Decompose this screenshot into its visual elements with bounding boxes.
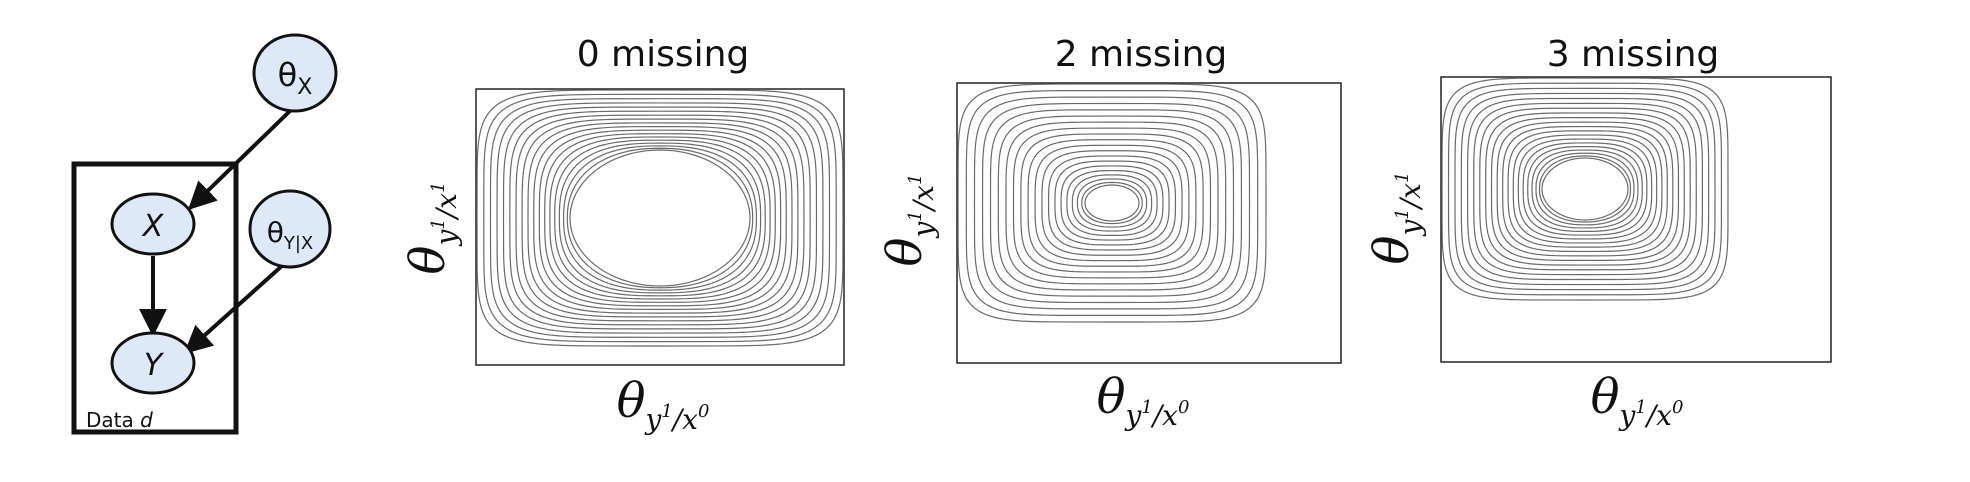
contour-line [527, 122, 793, 314]
contour-line [1454, 87, 1716, 291]
contour-line [502, 106, 818, 330]
contour-line [1535, 152, 1635, 226]
panel-title: 0 missing [577, 34, 750, 75]
x-axis-label: θy1/x0 [1591, 369, 1684, 432]
contour-line [1496, 121, 1674, 257]
contour-line [538, 129, 782, 307]
contour-line [566, 147, 754, 289]
node-theta-x: θX [252, 33, 338, 113]
node-x: X [110, 192, 196, 256]
contour-line [957, 83, 1267, 323]
svg-text:X: X [141, 209, 165, 244]
contour-line [1034, 144, 1190, 262]
plot-frame [956, 82, 1342, 364]
contour-line [1012, 127, 1212, 279]
contour-line [515, 114, 805, 322]
y-axis-label: θy1/x1 [1364, 172, 1427, 265]
contour-line [1027, 139, 1197, 267]
contour-line [1473, 102, 1697, 276]
contour-line [1466, 97, 1704, 281]
contour-line [1522, 142, 1648, 236]
contour-line [1441, 77, 1729, 301]
contour-line [973, 96, 1251, 310]
panel-0-missing: 0 missing θy1/x1 θy1/x0 [400, 34, 845, 436]
contour-line [489, 98, 831, 338]
panel-2-missing: 2 missing θy1/x1 θy1/x0 [877, 34, 1342, 432]
contour-line [1538, 155, 1632, 223]
plate-label: Data d [86, 408, 153, 432]
panel-title: 3 missing [1547, 34, 1720, 75]
contour-lines [1441, 77, 1729, 301]
contour-line [1512, 134, 1658, 244]
contour-line [1490, 116, 1680, 262]
svg-text:Y: Y [144, 348, 165, 383]
edge-thetax-to-x [187, 107, 294, 210]
contour-line [1005, 121, 1219, 285]
contour-lines [476, 89, 844, 347]
contour-line [981, 102, 1243, 304]
contour-line [1076, 178, 1148, 228]
y-axis-label: θy1/x1 [877, 174, 940, 267]
contour-line [496, 102, 824, 334]
node-y: Y [110, 331, 196, 395]
contour-line [544, 133, 776, 303]
contour-line [1541, 157, 1629, 221]
node-theta-y-given-x: θY|X [248, 189, 332, 269]
contour-line [1054, 160, 1170, 246]
contour-line [483, 93, 837, 343]
x-axis-label: θy1/x0 [1097, 369, 1190, 432]
contour-line [1502, 125, 1668, 253]
contour-line [989, 109, 1235, 297]
contour-line [1507, 130, 1663, 248]
svg-text:θX: θX [278, 56, 313, 100]
contour-line [533, 126, 787, 310]
contour-line [554, 139, 766, 297]
x-axis-label: θy1/x0 [617, 373, 710, 436]
contour-line [1531, 149, 1639, 229]
contour-line [1447, 82, 1723, 296]
contour-line [1081, 181, 1143, 225]
plot-frame [475, 88, 845, 366]
contour-line [476, 89, 844, 347]
contour-line [558, 142, 762, 294]
contour-line [1527, 145, 1643, 233]
contour-line [1066, 169, 1158, 237]
edge-thetayx-to-y [183, 254, 295, 354]
contour-line [1084, 184, 1140, 222]
contour-line [509, 110, 811, 326]
data-plate [71, 161, 239, 435]
contour-line [521, 118, 799, 318]
contour-line [1020, 133, 1204, 273]
contour-line [569, 149, 751, 287]
contour-line [549, 136, 771, 300]
contour-line [562, 145, 758, 291]
contour-line [965, 89, 1259, 317]
plot-frame [1440, 76, 1832, 363]
contour-line [1060, 165, 1164, 241]
contour-line [1485, 112, 1685, 266]
panel-title: 2 missing [1055, 34, 1228, 75]
contour-line [1047, 155, 1177, 251]
svg-text:θY|X: θY|X [267, 216, 314, 254]
contour-line [1479, 107, 1691, 271]
contour-lines [957, 83, 1267, 323]
contour-line [1071, 174, 1153, 232]
contour-line [1517, 138, 1653, 240]
contour-line [1460, 92, 1710, 286]
y-axis-label: θy1/x1 [400, 182, 463, 275]
bayes-network: Data d θX X θY|X Y [71, 33, 338, 435]
contour-line [1041, 150, 1183, 256]
contour-line [997, 115, 1227, 291]
panel-3-missing: 3 missing θy1/x1 θy1/x0 [1364, 34, 1832, 432]
